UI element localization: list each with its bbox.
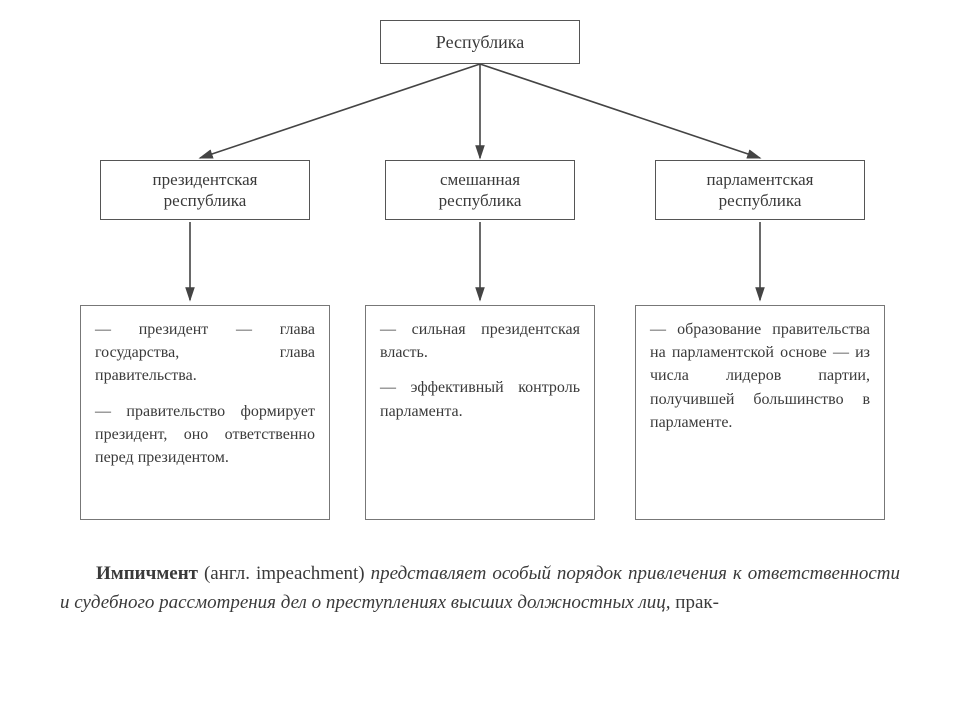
child-label: смешанная республика [439,169,522,212]
detail-item: — правительство формирует прези­дент, он… [95,400,315,470]
root-label: Республика [436,31,524,54]
detail-box-presidential: — президент — глава государства, глава п… [80,305,330,520]
detail-box-mixed: — сильная прези­дентская власть. — эффект… [365,305,595,520]
caption-bold: Импичмент [96,563,198,584]
diagram-canvas: Республика Импичмент (англ. impeachment)… [0,0,960,720]
detail-item: — сильная прези­дентская власть. [380,318,580,364]
detail-item: — образование пра­вительства на парла­ме… [650,318,870,434]
child-label: президентская республика [152,169,257,212]
caption-post-bold: (англ. impeachment) [198,563,371,584]
child-node-mixed: смешанная республика [385,160,575,220]
root-node: Республика [380,20,580,64]
caption-text: Импичмент (англ. impeachment) представля… [60,560,900,617]
detail-box-parliamentary: — образование пра­вительства на парла­ме… [635,305,885,520]
child-node-presidential: президентская республика [100,160,310,220]
arrow [200,64,480,158]
child-label: парламентская республика [707,169,814,212]
arrow [480,64,760,158]
detail-item: — эффективный кон­троль парламента. [380,376,580,422]
detail-item: — президент — глава государства, глава п… [95,318,315,388]
child-node-parliamentary: парламентская республика [655,160,865,220]
caption-tail: прак- [671,592,719,613]
